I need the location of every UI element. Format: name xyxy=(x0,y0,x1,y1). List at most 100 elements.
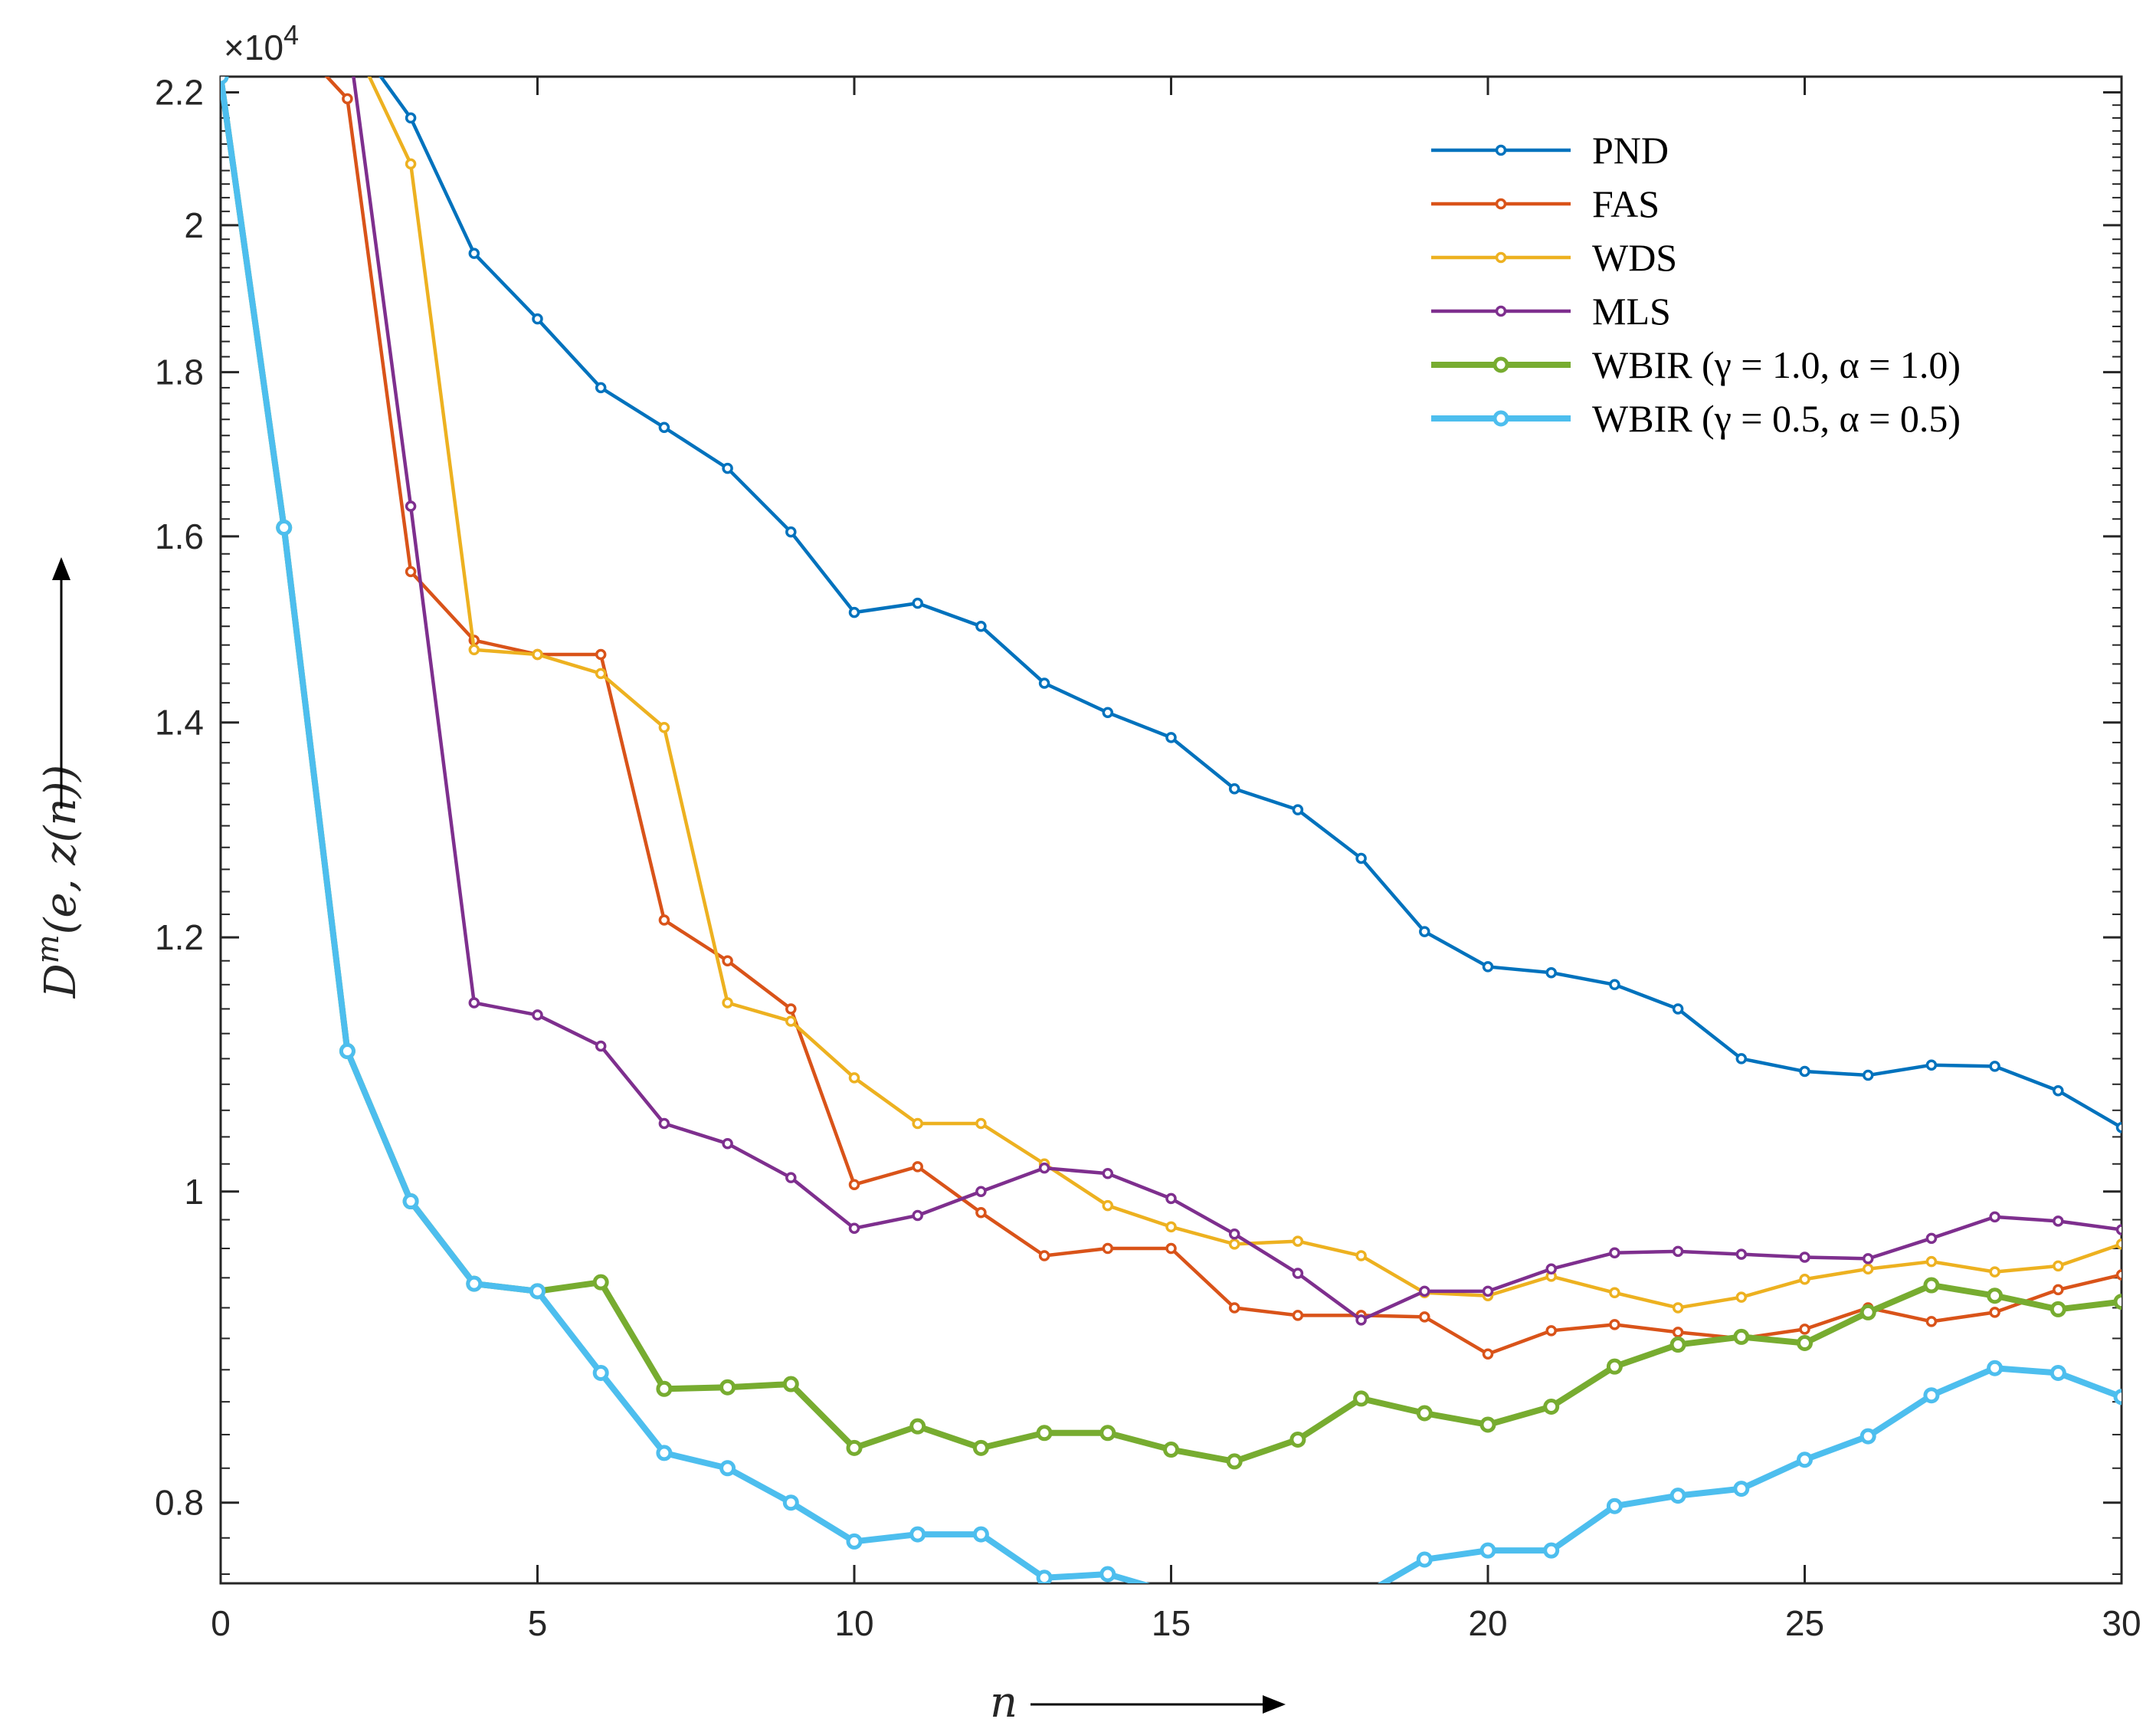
data-point xyxy=(2053,1084,2064,1097)
data-point xyxy=(1859,1304,1876,1320)
data-point xyxy=(848,606,860,618)
data-point xyxy=(722,955,733,966)
data-point xyxy=(339,1043,356,1060)
data-point xyxy=(468,644,480,656)
data-point xyxy=(975,1186,987,1198)
data-point xyxy=(1862,1263,1874,1275)
data-point xyxy=(1099,1566,1116,1583)
data-point xyxy=(1228,1228,1240,1240)
data-point xyxy=(343,26,352,34)
y-exponent-label: ×104 xyxy=(224,19,299,67)
data-point xyxy=(1925,1059,1938,1071)
data-point xyxy=(1038,1162,1050,1174)
plot-area xyxy=(219,75,2123,1585)
data-point xyxy=(1102,1168,1114,1179)
data-point xyxy=(656,1380,673,1397)
legend-label: WBIR (γ = 1.0, α = 1.0) xyxy=(1592,343,1961,386)
data-point xyxy=(343,26,352,34)
data-point xyxy=(1733,1481,1750,1497)
data-point xyxy=(1543,1398,1560,1415)
data-point xyxy=(1735,1291,1748,1303)
data-point xyxy=(846,1439,863,1456)
y-tick-label: 0.8 xyxy=(155,1483,204,1523)
data-point xyxy=(658,721,670,733)
data-point xyxy=(782,1494,799,1511)
data-point xyxy=(658,422,670,433)
data-point xyxy=(1416,1405,1433,1422)
legend-label: MLS xyxy=(1592,290,1671,333)
data-point xyxy=(1419,926,1430,937)
data-point xyxy=(1482,961,1494,973)
data-point xyxy=(1862,1069,1874,1081)
data-point xyxy=(405,500,417,512)
y-exponent-power: 4 xyxy=(283,19,299,51)
data-point xyxy=(1036,1425,1053,1442)
data-point xyxy=(2115,1238,2122,1250)
data-point xyxy=(1925,1255,1938,1268)
data-point xyxy=(1797,1335,1813,1352)
data-point xyxy=(658,1117,670,1130)
data-point xyxy=(2053,1284,2064,1296)
x-axis: 0 5 10 15 20 25 30 xyxy=(211,77,2141,1643)
data-point xyxy=(1228,1238,1240,1250)
legend: PND FAS WDS MLS WBIR (γ = 1.0, α = 1.0) WBIR … xyxy=(1431,129,1961,440)
data-point xyxy=(1859,1428,1876,1445)
data-point xyxy=(785,1003,797,1015)
y-axis-title-sup: m xyxy=(31,934,66,963)
data-point xyxy=(532,648,543,661)
data-point xyxy=(1038,1250,1050,1261)
data-point xyxy=(468,248,480,259)
data-point xyxy=(1797,1452,1813,1468)
x-tick-label: 5 xyxy=(528,1603,548,1643)
data-point xyxy=(1669,1488,1686,1504)
data-point xyxy=(405,566,417,578)
data-point xyxy=(848,1179,860,1190)
data-point xyxy=(912,1117,923,1130)
data-point xyxy=(1923,1277,1940,1294)
data-point xyxy=(1165,732,1177,743)
data-point xyxy=(1419,1285,1430,1297)
data-point xyxy=(342,93,353,105)
data-point xyxy=(1038,677,1050,689)
data-point xyxy=(1292,1268,1304,1279)
x-tick-label: 10 xyxy=(834,1603,873,1643)
series-layer xyxy=(221,26,2122,1583)
data-point xyxy=(1482,1285,1494,1297)
data-point xyxy=(1355,852,1367,864)
data-point xyxy=(719,1379,736,1396)
data-point xyxy=(529,1283,546,1300)
legend-swatch-marker xyxy=(1495,251,1507,264)
data-point xyxy=(1606,1497,1623,1514)
data-point xyxy=(1606,1358,1623,1375)
data-point xyxy=(719,1460,736,1477)
data-point xyxy=(276,519,293,536)
data-point xyxy=(1102,707,1114,719)
data-point xyxy=(848,1072,860,1084)
data-point xyxy=(1416,1551,1433,1568)
data-point xyxy=(1482,1348,1494,1360)
data-point xyxy=(1228,1302,1240,1314)
data-point xyxy=(1923,1387,1940,1404)
data-point xyxy=(1609,979,1620,991)
data-point xyxy=(785,1015,797,1027)
data-point xyxy=(1479,1416,1496,1433)
y-axis-title: Dm(e, z(n)) xyxy=(31,765,86,999)
data-point xyxy=(658,914,670,926)
data-point xyxy=(221,77,229,85)
data-point xyxy=(1228,782,1240,795)
x-tick-label: 20 xyxy=(1468,1603,1507,1643)
data-point xyxy=(909,1526,926,1543)
data-point xyxy=(782,1376,799,1392)
data-point xyxy=(1353,1390,1370,1407)
y-tick-label: 1.4 xyxy=(155,703,204,743)
data-point xyxy=(2113,1389,2122,1406)
data-point xyxy=(405,158,417,170)
x-axis-title: n xyxy=(990,1678,1017,1727)
data-point xyxy=(722,1137,733,1150)
data-point xyxy=(1099,1425,1116,1442)
legend-label: WBIR (γ = 0.5, α = 0.5) xyxy=(1592,397,1961,440)
data-point xyxy=(1735,1053,1748,1064)
data-point xyxy=(1165,1192,1177,1205)
data-point xyxy=(846,1533,863,1550)
data-point xyxy=(1292,804,1304,815)
